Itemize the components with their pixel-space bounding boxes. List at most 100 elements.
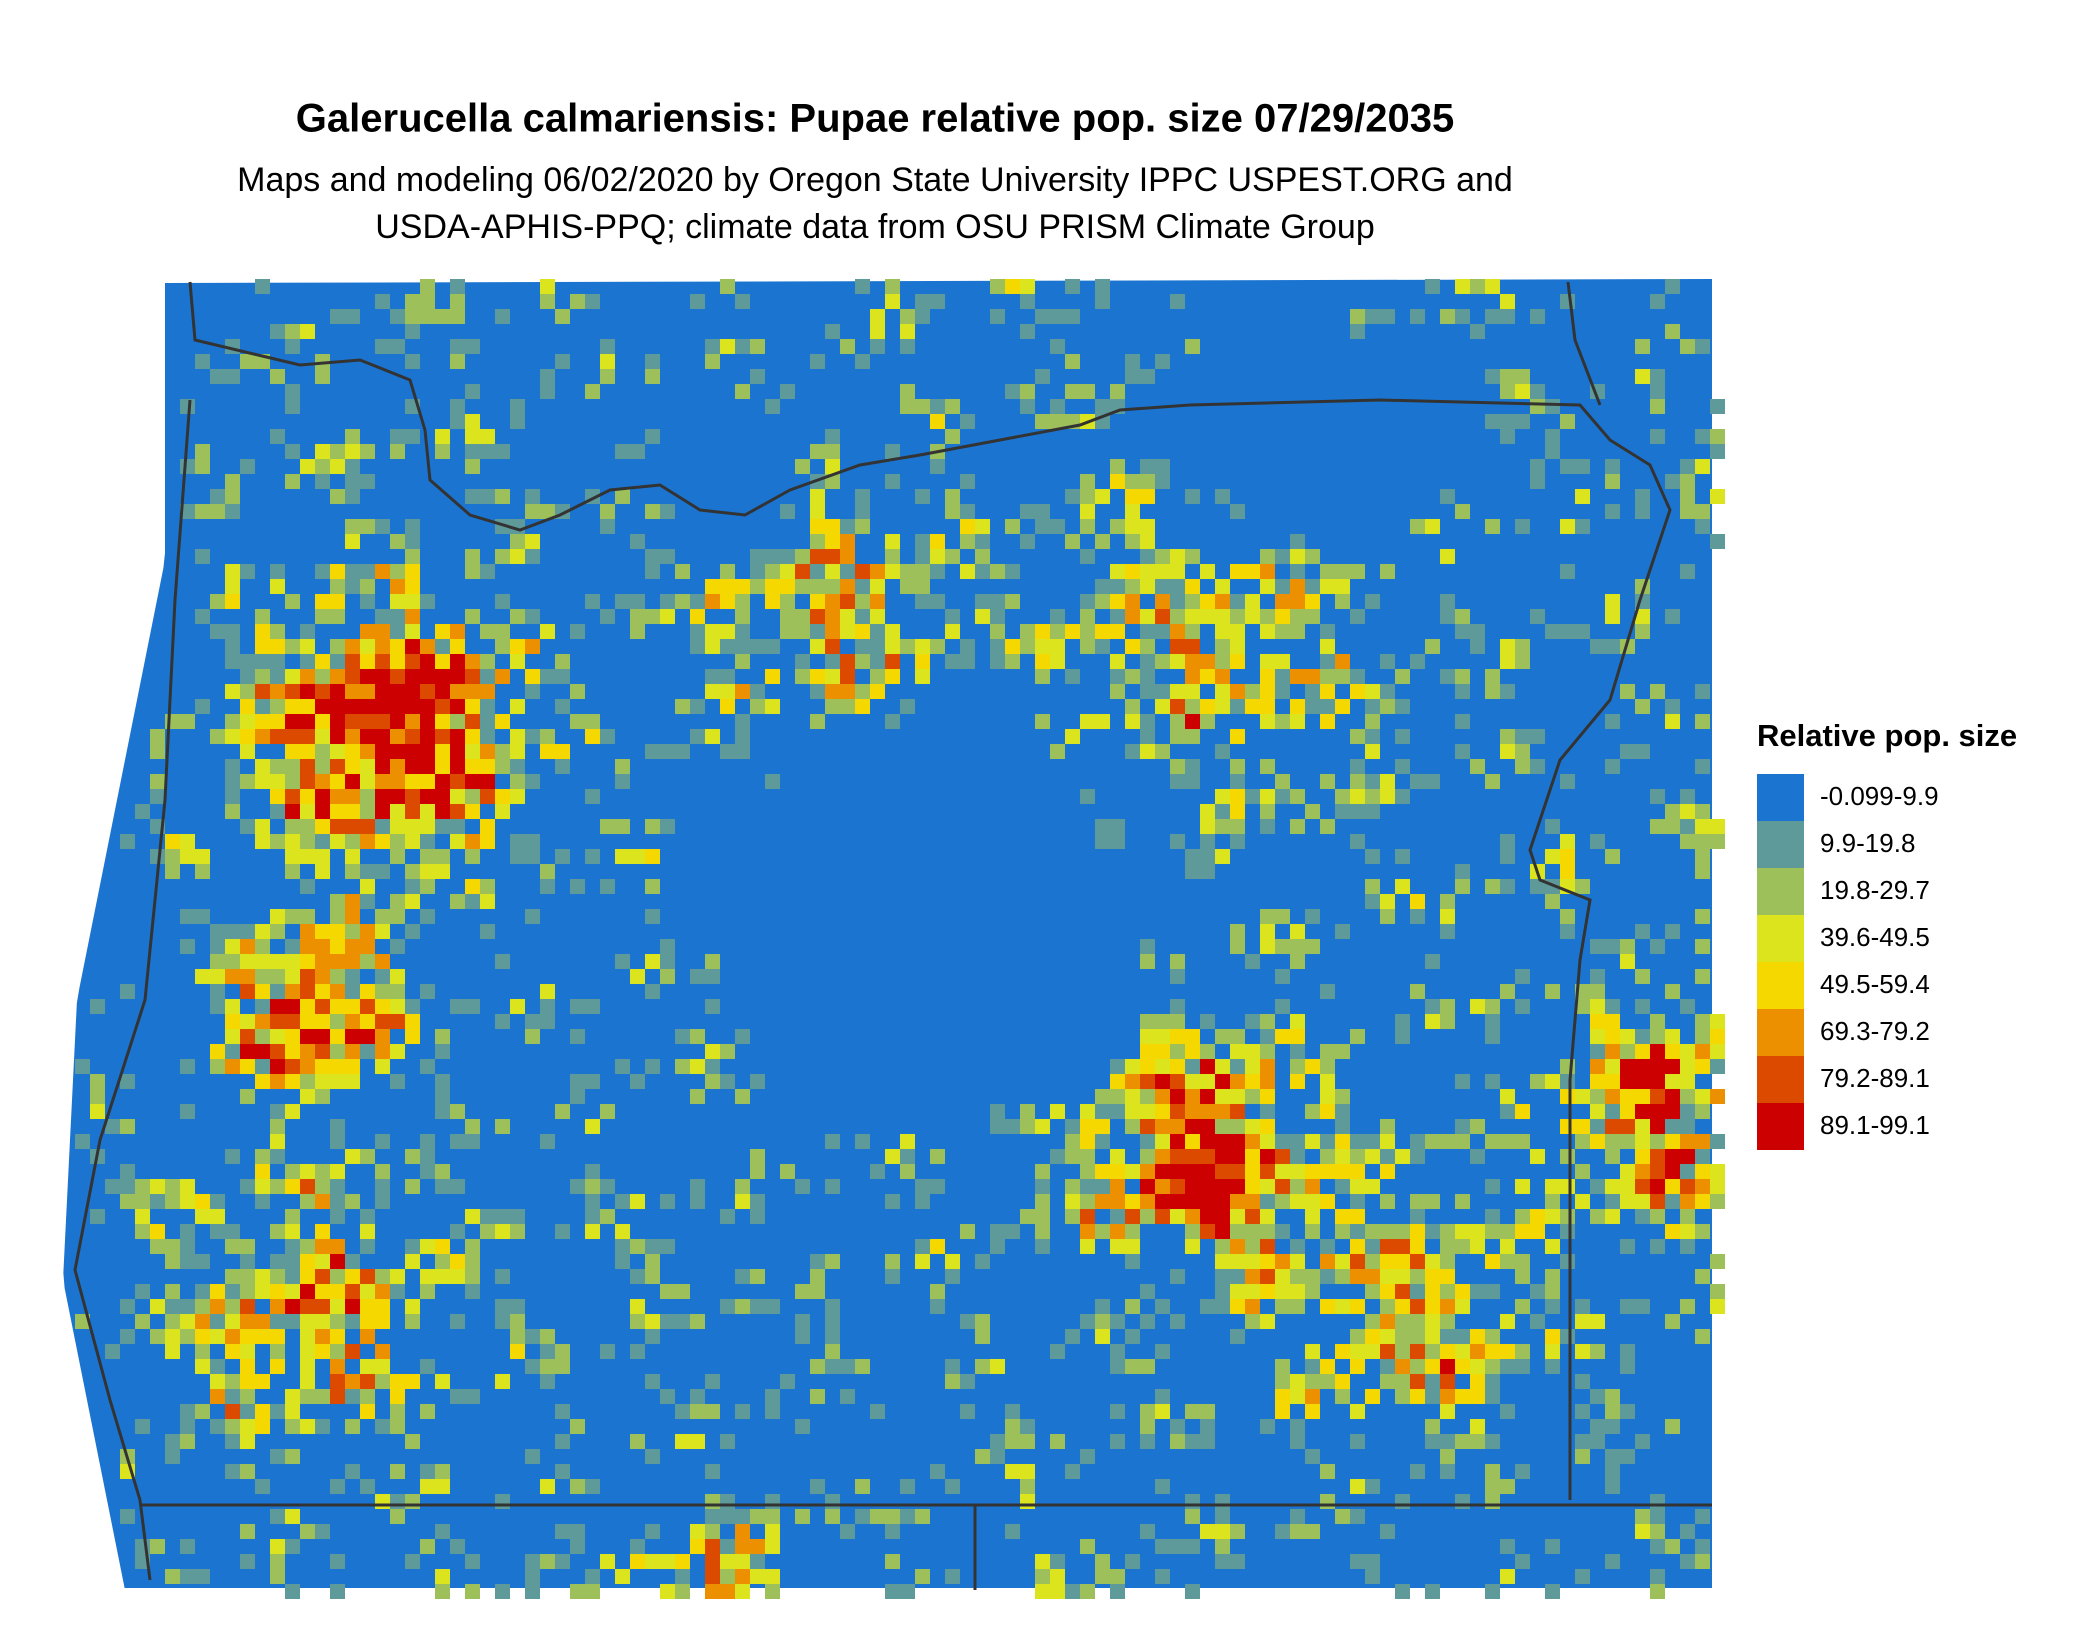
raster-cell: [705, 1554, 720, 1569]
raster-cell: [1500, 684, 1515, 699]
raster-cell: [1230, 1119, 1245, 1134]
raster-cell: [1140, 534, 1155, 549]
raster-cell: [1140, 1074, 1155, 1089]
raster-cell: [660, 594, 675, 609]
raster-cell: [855, 354, 870, 369]
raster-cell: [210, 1209, 225, 1224]
raster-cell: [630, 1554, 645, 1569]
raster-cell: [1305, 699, 1320, 714]
raster-cell: [450, 1134, 465, 1149]
raster-cell: [840, 624, 855, 639]
raster-cell: [1335, 789, 1350, 804]
raster-cell: [1620, 1044, 1635, 1059]
raster-cell: [285, 999, 300, 1014]
raster-cell: [435, 1239, 450, 1254]
raster-cell: [990, 1119, 1005, 1134]
raster-cell: [630, 609, 645, 624]
raster-cell: [645, 429, 660, 444]
legend-swatch: [1757, 962, 1804, 1009]
raster-cell: [675, 1059, 690, 1074]
raster-cell: [795, 579, 810, 594]
raster-cell: [1320, 579, 1335, 594]
legend-label: 39.6-49.5: [1820, 922, 1930, 952]
raster-cell: [285, 969, 300, 984]
raster-cell: [1245, 1314, 1260, 1329]
raster-cell: [930, 594, 945, 609]
raster-cell: [420, 1479, 435, 1494]
raster-cell: [150, 1299, 165, 1314]
raster-cell: [930, 639, 945, 654]
raster-cell: [1545, 399, 1560, 414]
raster-cell: [345, 1464, 360, 1479]
raster-cell: [510, 699, 525, 714]
raster-cell: [1230, 1554, 1245, 1569]
legend-label: 9.9-19.8: [1820, 828, 1915, 858]
raster-cell: [855, 1509, 870, 1524]
raster-cell: [1110, 1164, 1125, 1179]
raster-cell: [1515, 729, 1530, 744]
raster-cell: [1095, 1164, 1110, 1179]
raster-cell: [1245, 1089, 1260, 1104]
raster-cell: [1515, 1224, 1530, 1239]
raster-cell: [255, 1149, 270, 1164]
raster-cell: [1440, 894, 1455, 909]
raster-cell: [810, 624, 825, 639]
raster-cell: [645, 1239, 660, 1254]
raster-cell: [1650, 684, 1665, 699]
raster-cell: [1155, 1044, 1170, 1059]
raster-cell: [330, 1014, 345, 1029]
raster-cell: [540, 384, 555, 399]
raster-cell: [465, 1269, 480, 1284]
raster-cell: [1500, 729, 1515, 744]
raster-cell: [765, 1539, 780, 1554]
raster-cell: [450, 834, 465, 849]
raster-cell: [300, 819, 315, 834]
raster-cell: [1350, 1299, 1365, 1314]
raster-cell: [1395, 1254, 1410, 1269]
raster-cell: [840, 1359, 855, 1374]
raster-cell: [1215, 1134, 1230, 1149]
raster-cell: [1410, 654, 1425, 669]
raster-cell: [1335, 699, 1350, 714]
raster-cell: [1425, 1374, 1440, 1389]
raster-cell: [300, 744, 315, 759]
raster-cell: [495, 759, 510, 774]
raster-cell: [1335, 924, 1350, 939]
raster-cell: [495, 309, 510, 324]
raster-cell: [1305, 549, 1320, 564]
raster-cell: [315, 789, 330, 804]
raster-cell: [300, 624, 315, 639]
raster-cell: [975, 1329, 990, 1344]
raster-cell: [285, 684, 300, 699]
raster-cell: [450, 309, 465, 324]
raster-cell: [1605, 1089, 1620, 1104]
raster-cell: [1155, 699, 1170, 714]
raster-cell: [390, 969, 405, 984]
raster-cell: [555, 1359, 570, 1374]
raster-cell: [1290, 1374, 1305, 1389]
raster-cell: [885, 624, 900, 639]
raster-cell: [1290, 1284, 1305, 1299]
raster-cell: [1530, 384, 1545, 399]
raster-cell: [1215, 1179, 1230, 1194]
raster-cell: [1650, 1089, 1665, 1104]
raster-cell: [510, 759, 525, 774]
raster-cell: [330, 1209, 345, 1224]
raster-cell: [1410, 1329, 1425, 1344]
raster-cell: [255, 774, 270, 789]
raster-cell: [870, 1509, 885, 1524]
raster-cell: [1470, 759, 1485, 774]
raster-cell: [795, 564, 810, 579]
raster-cell: [1650, 1209, 1665, 1224]
raster-cell: [435, 654, 450, 669]
raster-cell: [1605, 1209, 1620, 1224]
raster-cell: [600, 354, 615, 369]
raster-cell: [735, 1299, 750, 1314]
raster-cell: [405, 819, 420, 834]
raster-cell: [360, 1269, 375, 1284]
raster-cell: [315, 744, 330, 759]
raster-cell: [1470, 1374, 1485, 1389]
raster-cell: [255, 1059, 270, 1074]
raster-cell: [1260, 909, 1275, 924]
raster-cell: [735, 294, 750, 309]
